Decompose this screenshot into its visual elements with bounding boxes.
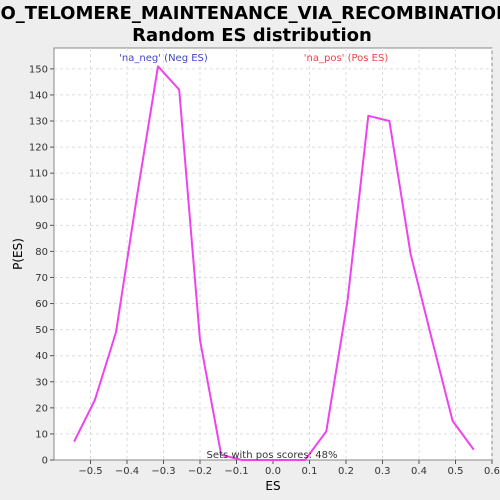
y-tick-label: 110 — [29, 169, 48, 180]
y-tick-label: 70 — [35, 273, 48, 284]
x-tick-label: −0.4 — [115, 466, 139, 477]
y-tick-label: 0 — [42, 456, 48, 467]
y-tick-label: 130 — [29, 117, 48, 128]
x-axis-label: ES — [265, 479, 280, 493]
y-tick-label: 50 — [35, 325, 48, 336]
x-tick-label: 0.4 — [411, 466, 427, 477]
pos-scores-annotation: Sets with pos scores: 48% — [207, 450, 338, 461]
legend: 'na_neg' (Neg ES) 'na_pos' (Pos ES) — [119, 53, 388, 64]
y-tick-label: 150 — [29, 64, 48, 75]
x-axis: −0.5 −0.4 −0.3 −0.2 −0.1 0.0 0.1 0.2 0.3 0.4 0.5 0.… — [78, 460, 500, 477]
series-line — [73, 65, 475, 461]
grid-lines — [54, 48, 493, 460]
y-tick-label: 60 — [35, 299, 48, 310]
y-axis: 0 10 20 30 40 50 60 70 80 90 100 110 120 130 140 150 — [29, 64, 54, 467]
y-tick-label: 90 — [35, 221, 48, 232]
y-tick-label: 80 — [35, 247, 48, 258]
x-tick-label: −0.2 — [188, 466, 212, 477]
y-tick-label: 100 — [29, 195, 48, 206]
x-tick-label: 0.5 — [448, 466, 464, 477]
x-tick-label: 0.2 — [338, 466, 354, 477]
x-tick-label: −0.3 — [151, 466, 175, 477]
chart-subtitle: Random ES distribution — [132, 25, 372, 46]
x-tick-label: 0.6 — [484, 466, 500, 477]
legend-label: 'na_pos' (Pos ES) — [304, 53, 389, 64]
chart-title: GO_TELOMERE_MAINTENANCE_VIA_RECOMBINATIO… — [0, 3, 500, 24]
legend-label: 'na_neg' (Neg ES) — [119, 53, 208, 64]
x-tick-label: −0.5 — [78, 466, 102, 477]
y-tick-label: 140 — [29, 90, 48, 101]
x-tick-label: 0.0 — [265, 466, 281, 477]
x-tick-label: 0.3 — [375, 466, 391, 477]
y-tick-label: 120 — [29, 143, 48, 154]
y-axis-label: P(ES) — [11, 238, 25, 270]
series-layer — [73, 65, 475, 461]
x-tick-label: −0.1 — [224, 466, 248, 477]
y-tick-label: 10 — [35, 429, 48, 440]
y-tick-label: 30 — [35, 377, 48, 388]
y-tick-label: 40 — [35, 351, 48, 362]
x-tick-label: 0.1 — [302, 466, 318, 477]
y-tick-label: 20 — [35, 403, 48, 414]
